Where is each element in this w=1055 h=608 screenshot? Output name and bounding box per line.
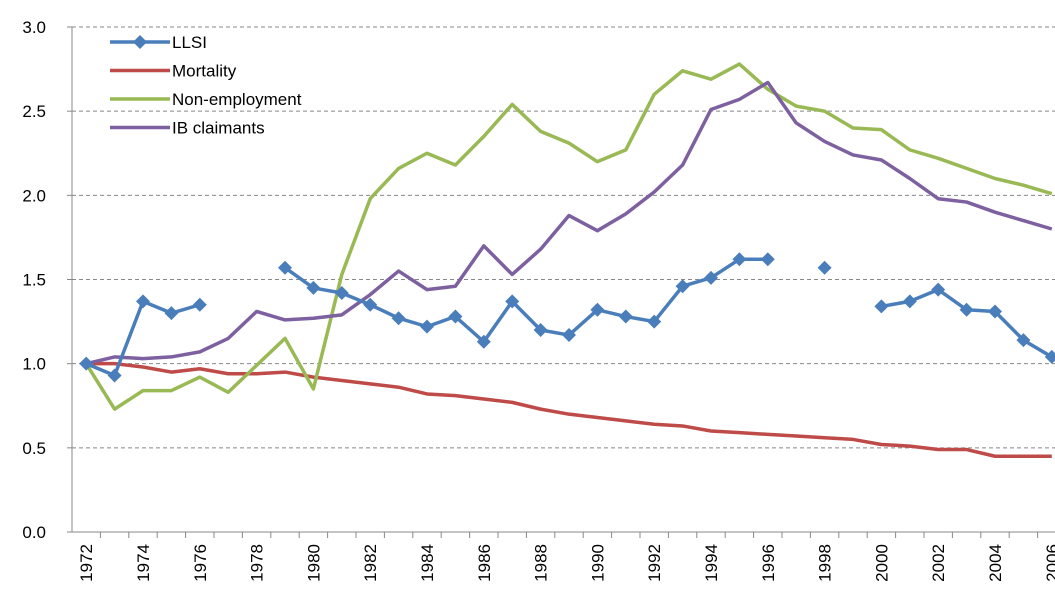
- y-tick-label: 2.0: [22, 186, 46, 205]
- point-marker: [107, 368, 122, 383]
- y-tick-label: 0.5: [22, 439, 46, 458]
- point-marker: [1044, 349, 1055, 364]
- point-marker: [164, 306, 179, 321]
- point-marker: [732, 252, 747, 267]
- x-tick-label: 2002: [929, 544, 948, 582]
- x-tick-label: 1982: [361, 544, 380, 582]
- point-marker: [334, 285, 349, 300]
- x-tick-label: 1986: [475, 544, 494, 582]
- point-marker: [192, 297, 207, 312]
- legend-label: Non-employment: [172, 90, 302, 109]
- point-marker: [533, 323, 548, 337]
- point-marker: [647, 314, 662, 329]
- x-tick-label: 2000: [872, 544, 891, 582]
- x-tick-label: 1996: [759, 544, 778, 582]
- x-tick-label: 1984: [418, 544, 437, 582]
- point-marker: [562, 328, 576, 343]
- point-marker: [988, 304, 1002, 319]
- y-tick-label: 0.0: [22, 523, 46, 542]
- x-tick-label: 1992: [645, 544, 664, 582]
- x-tick-label: 1980: [304, 544, 323, 582]
- x-tick-label: 1974: [134, 544, 153, 582]
- x-tick-label: 1972: [77, 544, 96, 582]
- series-line: [84, 62, 1053, 411]
- point-marker: [79, 356, 94, 371]
- x-tick-label: 2004: [986, 544, 1005, 582]
- point-marker: [959, 302, 974, 317]
- x-tick-label: 1998: [816, 544, 835, 582]
- point-marker: [1016, 333, 1031, 348]
- point-marker: [448, 309, 463, 324]
- x-tick-label: 1990: [588, 544, 607, 582]
- point-marker: [278, 260, 292, 275]
- x-tick-label: 1988: [532, 544, 551, 582]
- x-tick-label: 2006: [1043, 544, 1055, 582]
- x-tick-label: 1994: [702, 544, 721, 582]
- legend-label: LLSI: [172, 33, 207, 52]
- y-tick-label: 2.5: [22, 102, 46, 121]
- point-marker: [760, 252, 775, 267]
- point-marker: [874, 299, 889, 314]
- point-marker: [817, 260, 832, 275]
- point-marker: [704, 270, 718, 285]
- point-marker: [590, 302, 605, 317]
- y-tick-label: 1.0: [22, 355, 46, 374]
- point-marker: [675, 279, 690, 294]
- point-marker: [420, 319, 434, 334]
- x-tick-label: 1978: [248, 544, 267, 582]
- y-tick-label: 1.5: [22, 271, 46, 290]
- point-marker: [363, 297, 378, 312]
- point-marker: [476, 334, 491, 349]
- point-marker: [902, 294, 917, 309]
- point-marker: [618, 309, 633, 324]
- legend-label: Mortality: [172, 62, 237, 81]
- point-marker: [391, 311, 406, 326]
- y-tick-label: 3.0: [22, 18, 46, 37]
- series-line: [85, 257, 1053, 378]
- series-line: [86, 361, 1052, 458]
- point-marker: [306, 280, 321, 295]
- legend-marker: [133, 35, 147, 49]
- point-marker: [505, 294, 520, 309]
- point-marker: [931, 282, 946, 297]
- legend-label: IB claimants: [172, 119, 265, 138]
- point-marker: [136, 294, 150, 309]
- x-tick-label: 1976: [191, 544, 210, 582]
- series-line: [85, 80, 1053, 366]
